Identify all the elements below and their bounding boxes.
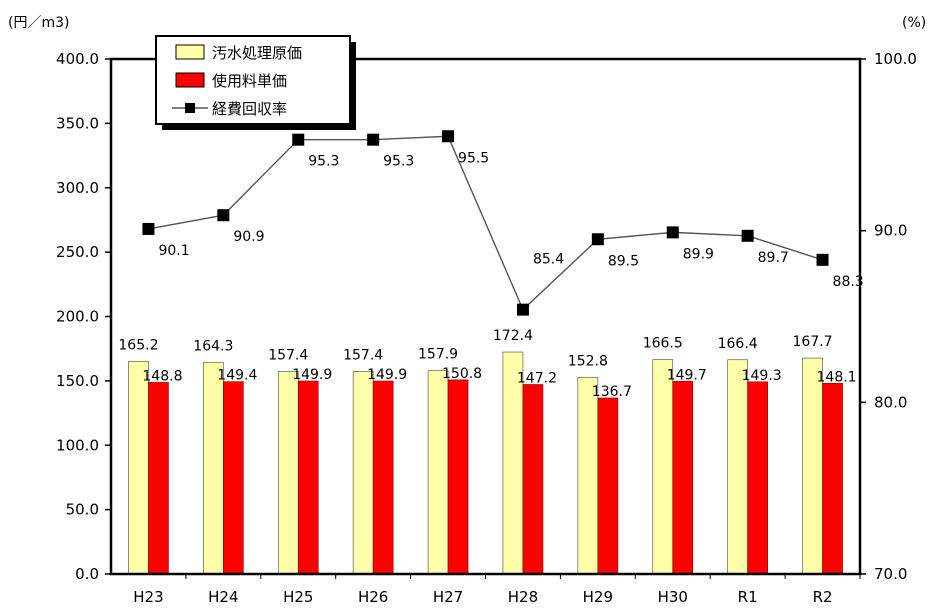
data-label-usage-fee: 149.3 [742, 368, 782, 384]
bar-sewage-cost [727, 359, 748, 575]
bar-usage-fee [372, 380, 394, 575]
data-label-recovery-rate: 89.9 [683, 246, 714, 262]
left-axis-tick-label: 200.0 [56, 308, 99, 326]
legend-label-fee: 使用料単価 [212, 72, 287, 90]
bar-sewage-cost [277, 371, 299, 575]
data-label-recovery-rate: 90.1 [158, 243, 189, 259]
data-label-usage-fee: 149.4 [217, 368, 257, 384]
left-axis-tick-label: 150.0 [56, 372, 99, 390]
data-label-recovery-rate: 95.3 [308, 154, 339, 170]
data-label-usage-fee: 147.2 [517, 370, 557, 386]
data-label-recovery-rate: 88.3 [833, 274, 864, 290]
legend-label-recovery: 経費回収率 [212, 100, 287, 118]
bar-usage-fee [148, 382, 169, 575]
x-axis-category-label: R2 [813, 588, 833, 606]
data-label-recovery-rate: 85.4 [533, 252, 564, 268]
data-label-usage-fee: 148.8 [142, 368, 182, 384]
marker-recovery-rate [217, 209, 230, 222]
bar-usage-fee [672, 380, 694, 575]
bar-sewage-cost [652, 359, 674, 575]
x-axis-category-label: H30 [658, 588, 688, 606]
data-label-sewage-cost: 157.9 [418, 347, 458, 363]
data-label-sewage-cost: 172.4 [493, 328, 533, 344]
left-axis-tick-label: 100.0 [56, 436, 99, 454]
data-label-recovery-rate: 90.9 [233, 229, 264, 245]
bar-sewage-cost [128, 361, 149, 575]
legend-marker-sample [185, 103, 195, 113]
marker-recovery-rate [516, 303, 529, 316]
x-axis-category-label: H28 [508, 588, 538, 606]
x-axis-category-label: H26 [358, 588, 388, 606]
marker-recovery-rate [142, 222, 155, 235]
marker-recovery-rate [292, 133, 305, 146]
left-axis-tick-label: 50.0 [66, 501, 99, 519]
data-label-usage-fee: 150.8 [442, 366, 482, 382]
data-label-usage-fee: 136.7 [592, 384, 632, 400]
x-axis-category-label: H27 [433, 588, 463, 606]
right-axis-tick-label: 100.0 [874, 50, 917, 68]
line-recovery-rate [148, 135, 823, 311]
data-label-sewage-cost: 165.2 [118, 337, 158, 353]
right-axis-tick-label: 80.0 [874, 393, 907, 411]
data-label-usage-fee: 149.7 [667, 367, 707, 383]
x-axis-category-label: R1 [738, 588, 758, 606]
bar-usage-fee [223, 381, 244, 575]
bar-usage-fee [822, 383, 843, 575]
data-label-sewage-cost: 166.5 [643, 336, 683, 352]
line-layer [142, 130, 829, 316]
bar-usage-fee [747, 381, 768, 575]
marker-recovery-rate [816, 253, 829, 266]
data-label-recovery-rate: 89.5 [608, 253, 639, 269]
marker-recovery-rate [741, 229, 754, 242]
left-axis-tick-label: 0.0 [75, 565, 99, 583]
data-label-sewage-cost: 157.4 [268, 347, 308, 363]
bar-usage-fee [522, 384, 544, 575]
data-label-recovery-rate: 95.5 [458, 150, 489, 166]
x-axis-category-label: H24 [208, 588, 238, 606]
marker-recovery-rate [591, 233, 604, 246]
bars-layer [128, 351, 843, 575]
data-label-usage-fee: 149.9 [292, 367, 332, 383]
data-label-sewage-cost: 166.4 [718, 336, 758, 352]
left-axis-tick-label: 350.0 [56, 114, 99, 132]
right-axis-unit: (%) [902, 15, 926, 31]
left-axis-tick-label: 400.0 [56, 50, 99, 68]
x-axis-category-label: H29 [583, 588, 613, 606]
data-label-sewage-cost: 167.7 [793, 334, 833, 350]
bar-sewage-cost [427, 370, 449, 575]
data-label-sewage-cost: 164.3 [193, 338, 233, 354]
x-axis-category-label: H25 [283, 588, 313, 606]
legend: 汚水処理原価 使用料単価 経費回収率 [155, 35, 356, 130]
bar-sewage-cost [577, 376, 599, 575]
data-label-usage-fee: 148.1 [817, 369, 857, 385]
bar-sewage-cost [203, 362, 224, 575]
bar-usage-fee [297, 380, 319, 575]
bar-usage-fee [597, 397, 619, 575]
legend-swatch-cost [175, 44, 205, 60]
legend-label-cost: 汚水処理原価 [212, 44, 302, 62]
marker-recovery-rate [666, 226, 679, 239]
left-axis-tick-label: 250.0 [56, 243, 99, 261]
x-axis-category-label: H23 [133, 588, 163, 606]
left-axis-tick-label: 300.0 [56, 179, 99, 197]
data-label-sewage-cost: 157.4 [343, 347, 383, 363]
bar-sewage-cost [352, 371, 374, 575]
marker-recovery-rate [442, 130, 455, 143]
marker-recovery-rate [367, 133, 380, 146]
data-label-recovery-rate: 95.3 [383, 154, 414, 170]
right-axis-tick-label: 70.0 [874, 565, 907, 583]
right-axis-tick-label: 90.0 [874, 222, 907, 240]
data-label-sewage-cost: 152.8 [568, 353, 608, 369]
axes-layer: 0.0 50.0 100.0 150.0 200.0 250.0 300.0 350.0 400… [56, 50, 917, 606]
data-label-recovery-rate: 89.7 [758, 250, 789, 266]
legend-swatch-fee [175, 72, 205, 88]
left-axis-unit: (円／m3) [8, 15, 69, 31]
bar-sewage-cost [802, 357, 823, 575]
data-label-usage-fee: 149.9 [367, 367, 407, 383]
data-labels-layer: 165.2 148.8 164.3 149.4 157.4 149.9 157.4 149.9… [118, 150, 863, 400]
bar-usage-fee [447, 379, 469, 575]
